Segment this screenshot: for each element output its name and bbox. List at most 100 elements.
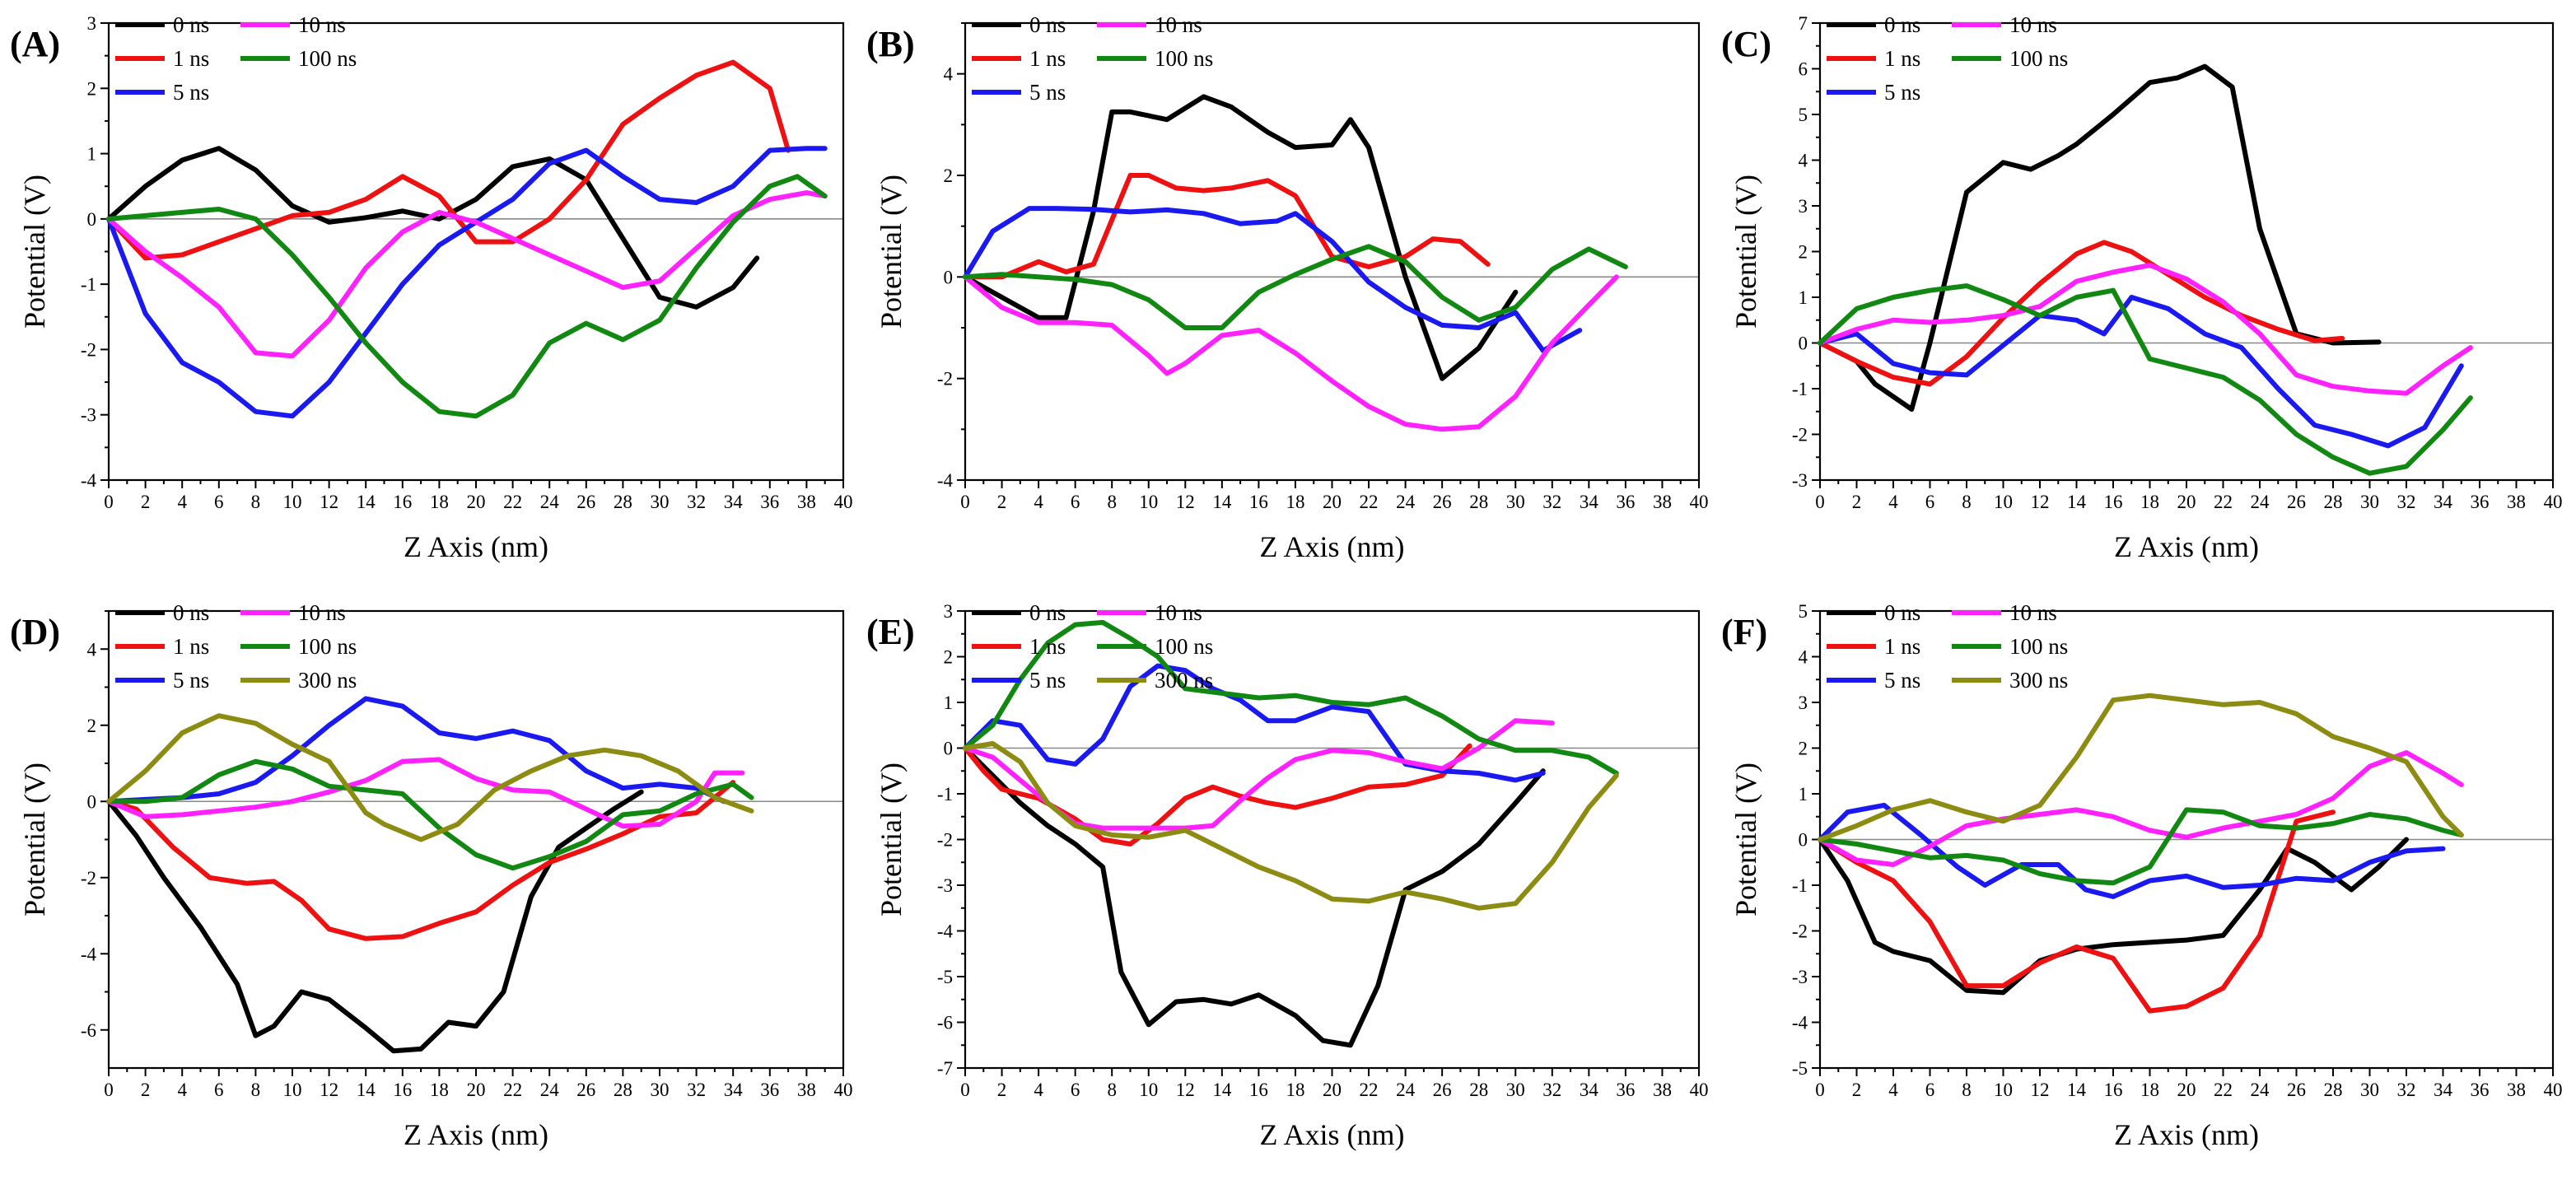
- legend-label: 100 ns: [1155, 634, 1213, 659]
- chart-panel-3: 0 2 4 6 8 10 12 14 16 18 20 22 24 26 28 30 32 34 36 38 40-6-…: [10, 600, 853, 1151]
- x-tick-label: 36: [1616, 492, 1635, 512]
- x-tick-label: 34: [724, 492, 744, 512]
- y-tick-label: 2: [944, 647, 954, 668]
- x-tick-label: 4: [177, 492, 187, 512]
- series-line-5ns: [1818, 802, 2446, 899]
- x-tick-label: 6: [1925, 1080, 1935, 1100]
- x-tick-label: 24: [1396, 492, 1416, 512]
- x-tick-label: 12: [1176, 492, 1195, 512]
- legend-label: 0 ns: [1884, 600, 1920, 625]
- x-tick-label: 24: [540, 1080, 560, 1100]
- y-tick-label: -2: [81, 339, 96, 360]
- panel-label: (E): [866, 612, 915, 652]
- x-tick-label: 14: [1212, 492, 1232, 512]
- x-tick-label: 2: [141, 1080, 151, 1100]
- series-line-0ns: [963, 745, 1546, 1048]
- x-tick-label: 18: [430, 492, 449, 512]
- x-tick-label: 16: [1249, 492, 1268, 512]
- x-tick-label: 4: [1034, 492, 1043, 512]
- x-tick-label: 10: [283, 492, 302, 512]
- series-line-1ns: [106, 59, 791, 261]
- x-tick-label: 38: [797, 492, 816, 512]
- x-tick-label: 12: [2031, 1080, 2050, 1100]
- legend-label: 5 ns: [1029, 668, 1066, 693]
- x-tick-label: 2: [997, 492, 1007, 512]
- x-tick-label: 0: [104, 1080, 114, 1100]
- series-line-100ns: [1818, 283, 2473, 476]
- series-line-1ns: [1818, 809, 2336, 1014]
- x-tick-label: 12: [2031, 492, 2050, 512]
- y-tick-label: 0: [87, 791, 97, 812]
- y-tick-label: -3: [1792, 967, 1808, 987]
- x-tick-label: 18: [430, 1080, 449, 1100]
- x-tick-label: 12: [320, 1080, 338, 1100]
- x-tick-label: 8: [1107, 1080, 1117, 1100]
- y-tick-label: 1: [87, 144, 97, 165]
- x-tick-label: 30: [1506, 492, 1525, 512]
- x-tick-label: 4: [177, 1080, 187, 1100]
- x-tick-label: 0: [104, 492, 114, 512]
- legend-label: 100 ns: [2009, 634, 2068, 659]
- panel-label: (B): [866, 24, 915, 64]
- x-tick-label: 14: [2067, 492, 2087, 512]
- x-tick-label: 10: [283, 1080, 302, 1100]
- chart-panel-1: 0 2 4 6 8 10 12 14 16 18 20 22 24 26 28 30 32 34 36 38 40-4-…: [866, 12, 1709, 563]
- series-line-10ns: [963, 274, 1619, 432]
- chart-panel-5: 0 2 4 6 8 10 12 14 16 18 20 22 24 26 28 30 32 34 36 38 40-5-…: [1721, 600, 2563, 1151]
- x-tick-label: 18: [1286, 1080, 1304, 1100]
- x-tick-label: 2: [997, 1080, 1007, 1100]
- x-tick-label: 22: [2214, 492, 2233, 512]
- x-tick-label: 14: [2067, 1080, 2087, 1100]
- x-tick-label: 32: [1542, 1080, 1561, 1100]
- x-tick-label: 38: [2507, 492, 2526, 512]
- x-tick-label: 4: [1888, 1080, 1898, 1100]
- x-tick-label: 36: [2471, 1080, 2490, 1100]
- x-tick-label: 4: [1888, 492, 1898, 512]
- x-tick-label: 34: [1580, 492, 1599, 512]
- y-tick-label: 3: [1799, 693, 1808, 713]
- legend-label: 10 ns: [1155, 12, 1202, 37]
- chart-panel-4: 0 2 4 6 8 10 12 14 16 18 20 22 24 26 28 30 32 34 36 38 40-7-…: [866, 600, 1709, 1151]
- x-tick-label: 10: [1139, 1080, 1158, 1100]
- x-tick-label: 2: [1852, 1080, 1862, 1100]
- plot-frame: [964, 609, 1701, 1070]
- series-line-10ns: [1818, 750, 2464, 867]
- y-tick-label: 1: [1799, 784, 1808, 805]
- x-tick-label: 34: [2434, 1080, 2453, 1100]
- y-tick-label: -4: [1792, 1013, 1808, 1033]
- x-tick-label: 40: [834, 1080, 853, 1100]
- series-line-100ns: [963, 244, 1628, 330]
- x-tick-label: 40: [834, 492, 853, 512]
- series-line-1ns: [963, 743, 1472, 847]
- x-tick-label: 0: [1815, 492, 1825, 512]
- x-tick-label: 16: [2104, 492, 2123, 512]
- x-tick-label: 2: [1852, 492, 1862, 512]
- legend-label: 1 ns: [173, 634, 209, 659]
- legend-label: 5 ns: [1884, 668, 1920, 693]
- x-tick-label: 34: [1580, 1080, 1599, 1100]
- x-tick-label: 28: [1469, 492, 1488, 512]
- x-tick-label: 14: [357, 492, 376, 512]
- legend-label: 1 ns: [1029, 46, 1066, 71]
- x-tick-label: 8: [1107, 492, 1117, 512]
- legend-label: 10 ns: [298, 600, 346, 625]
- x-tick-label: 18: [2140, 1080, 2159, 1100]
- x-tick-label: 16: [393, 1080, 412, 1100]
- legend-label: 0 ns: [1884, 12, 1920, 37]
- y-tick-label: 6: [1799, 59, 1808, 80]
- y-tick-label: 0: [87, 209, 97, 230]
- x-tick-label: 18: [1286, 492, 1304, 512]
- y-tick-label: 3: [87, 13, 97, 34]
- series-line-0ns: [106, 146, 760, 310]
- series-line-100ns: [963, 619, 1619, 776]
- x-tick-label: 32: [687, 1080, 706, 1100]
- series-line-100ns: [106, 758, 754, 871]
- x-tick-label: 10: [1994, 492, 2013, 512]
- y-tick-label: 3: [944, 601, 954, 622]
- legend-label: 100 ns: [2009, 46, 2068, 71]
- y-tick-label: 4: [1799, 151, 1808, 171]
- x-tick-label: 38: [797, 1080, 816, 1100]
- y-axis-title: Potential (V): [18, 763, 51, 916]
- x-tick-label: 24: [2251, 492, 2270, 512]
- x-tick-label: 34: [2434, 492, 2453, 512]
